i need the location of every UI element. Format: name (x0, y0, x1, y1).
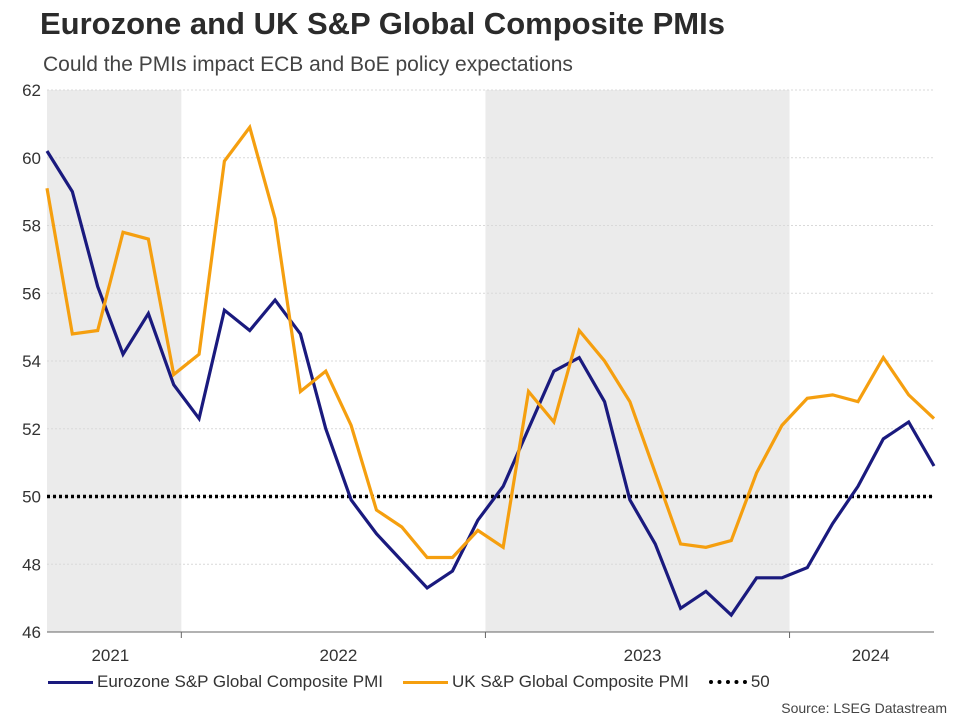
y-tick-label-52: 52 (22, 420, 41, 439)
legend-item-eurozone: Eurozone S&P Global Composite PMI (48, 672, 383, 692)
y-tick-label-60: 60 (22, 149, 41, 168)
series-lines (45, 123, 936, 618)
legend-item-threshold: 50 (708, 672, 770, 692)
legend-swatch-uk (403, 680, 448, 684)
source-note: Source: LSEG Datastream (781, 700, 947, 716)
y-tick-label-62: 62 (22, 81, 41, 100)
x-tick-label-2024: 2024 (852, 646, 890, 665)
legend-label-eurozone: Eurozone S&P Global Composite PMI (97, 672, 383, 691)
y-tick-label-50: 50 (22, 488, 41, 507)
chart-title: Eurozone and UK S&P Global Composite PMI… (40, 6, 725, 41)
chart-subtitle: Could the PMIs impact ECB and BoE policy… (43, 53, 573, 76)
legend-swatch-eurozone (48, 680, 93, 684)
legend-swatch-threshold (708, 680, 747, 684)
series-line-uk (45, 123, 936, 560)
x-tick-label-2023: 2023 (624, 646, 662, 665)
legend-label-uk: UK S&P Global Composite PMI (452, 672, 689, 691)
series-line-eurozone (45, 150, 936, 618)
legend-item-uk: UK S&P Global Composite PMI (403, 672, 689, 692)
axes: 46 48 50 52 54 56 58 60 62 2021 2022 2023 2024 (22, 81, 934, 665)
y-tick-label-58: 58 (22, 217, 41, 236)
x-tick-label-2021: 2021 (91, 646, 129, 665)
y-tick-label-46: 46 (22, 623, 41, 642)
legend: Eurozone S&P Global Composite PMI UK S&P… (48, 672, 790, 692)
x-tick-label-2022: 2022 (320, 646, 358, 665)
y-tick-label-54: 54 (22, 352, 41, 371)
y-tick-label-56: 56 (22, 284, 41, 303)
y-tick-label-48: 48 (22, 555, 41, 574)
shaded-period-0 (47, 90, 182, 632)
legend-label-threshold: 50 (750, 672, 770, 691)
shaded-periods (47, 90, 790, 632)
